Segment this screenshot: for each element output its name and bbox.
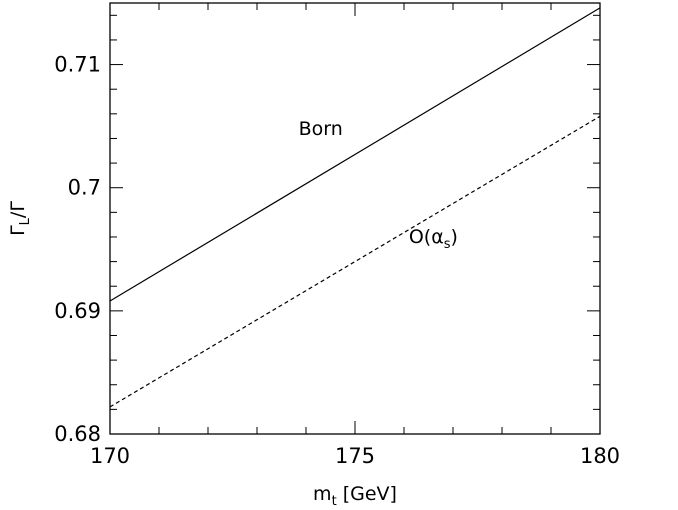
y-tick-label: 0.69 (54, 299, 101, 323)
x-axis-label: mt [GeV] (313, 483, 397, 509)
tick-labels: 170 175 180 0.68 0.69 0.7 0.71 (54, 53, 620, 468)
x-tick-label: 170 (90, 444, 130, 468)
series-line-o-alpha-s (109, 115, 601, 408)
y-tick-label: 0.68 (54, 422, 101, 446)
x-tick-label: 180 (580, 444, 620, 468)
x-tick-label: 175 (335, 444, 375, 468)
plot-frame (109, 2, 601, 435)
series-group (109, 7, 601, 408)
y-tick-label: 0.71 (54, 53, 101, 77)
series-line-born (109, 7, 601, 302)
annotation-label: Born (299, 118, 343, 140)
y-axis-label: ΓL/Γ (7, 201, 33, 236)
annotations: Born O(αs) (299, 118, 458, 252)
axis-ticks (109, 3, 601, 435)
annotation-label: O(αs) (409, 226, 458, 252)
y-tick-label: 0.7 (68, 176, 101, 200)
